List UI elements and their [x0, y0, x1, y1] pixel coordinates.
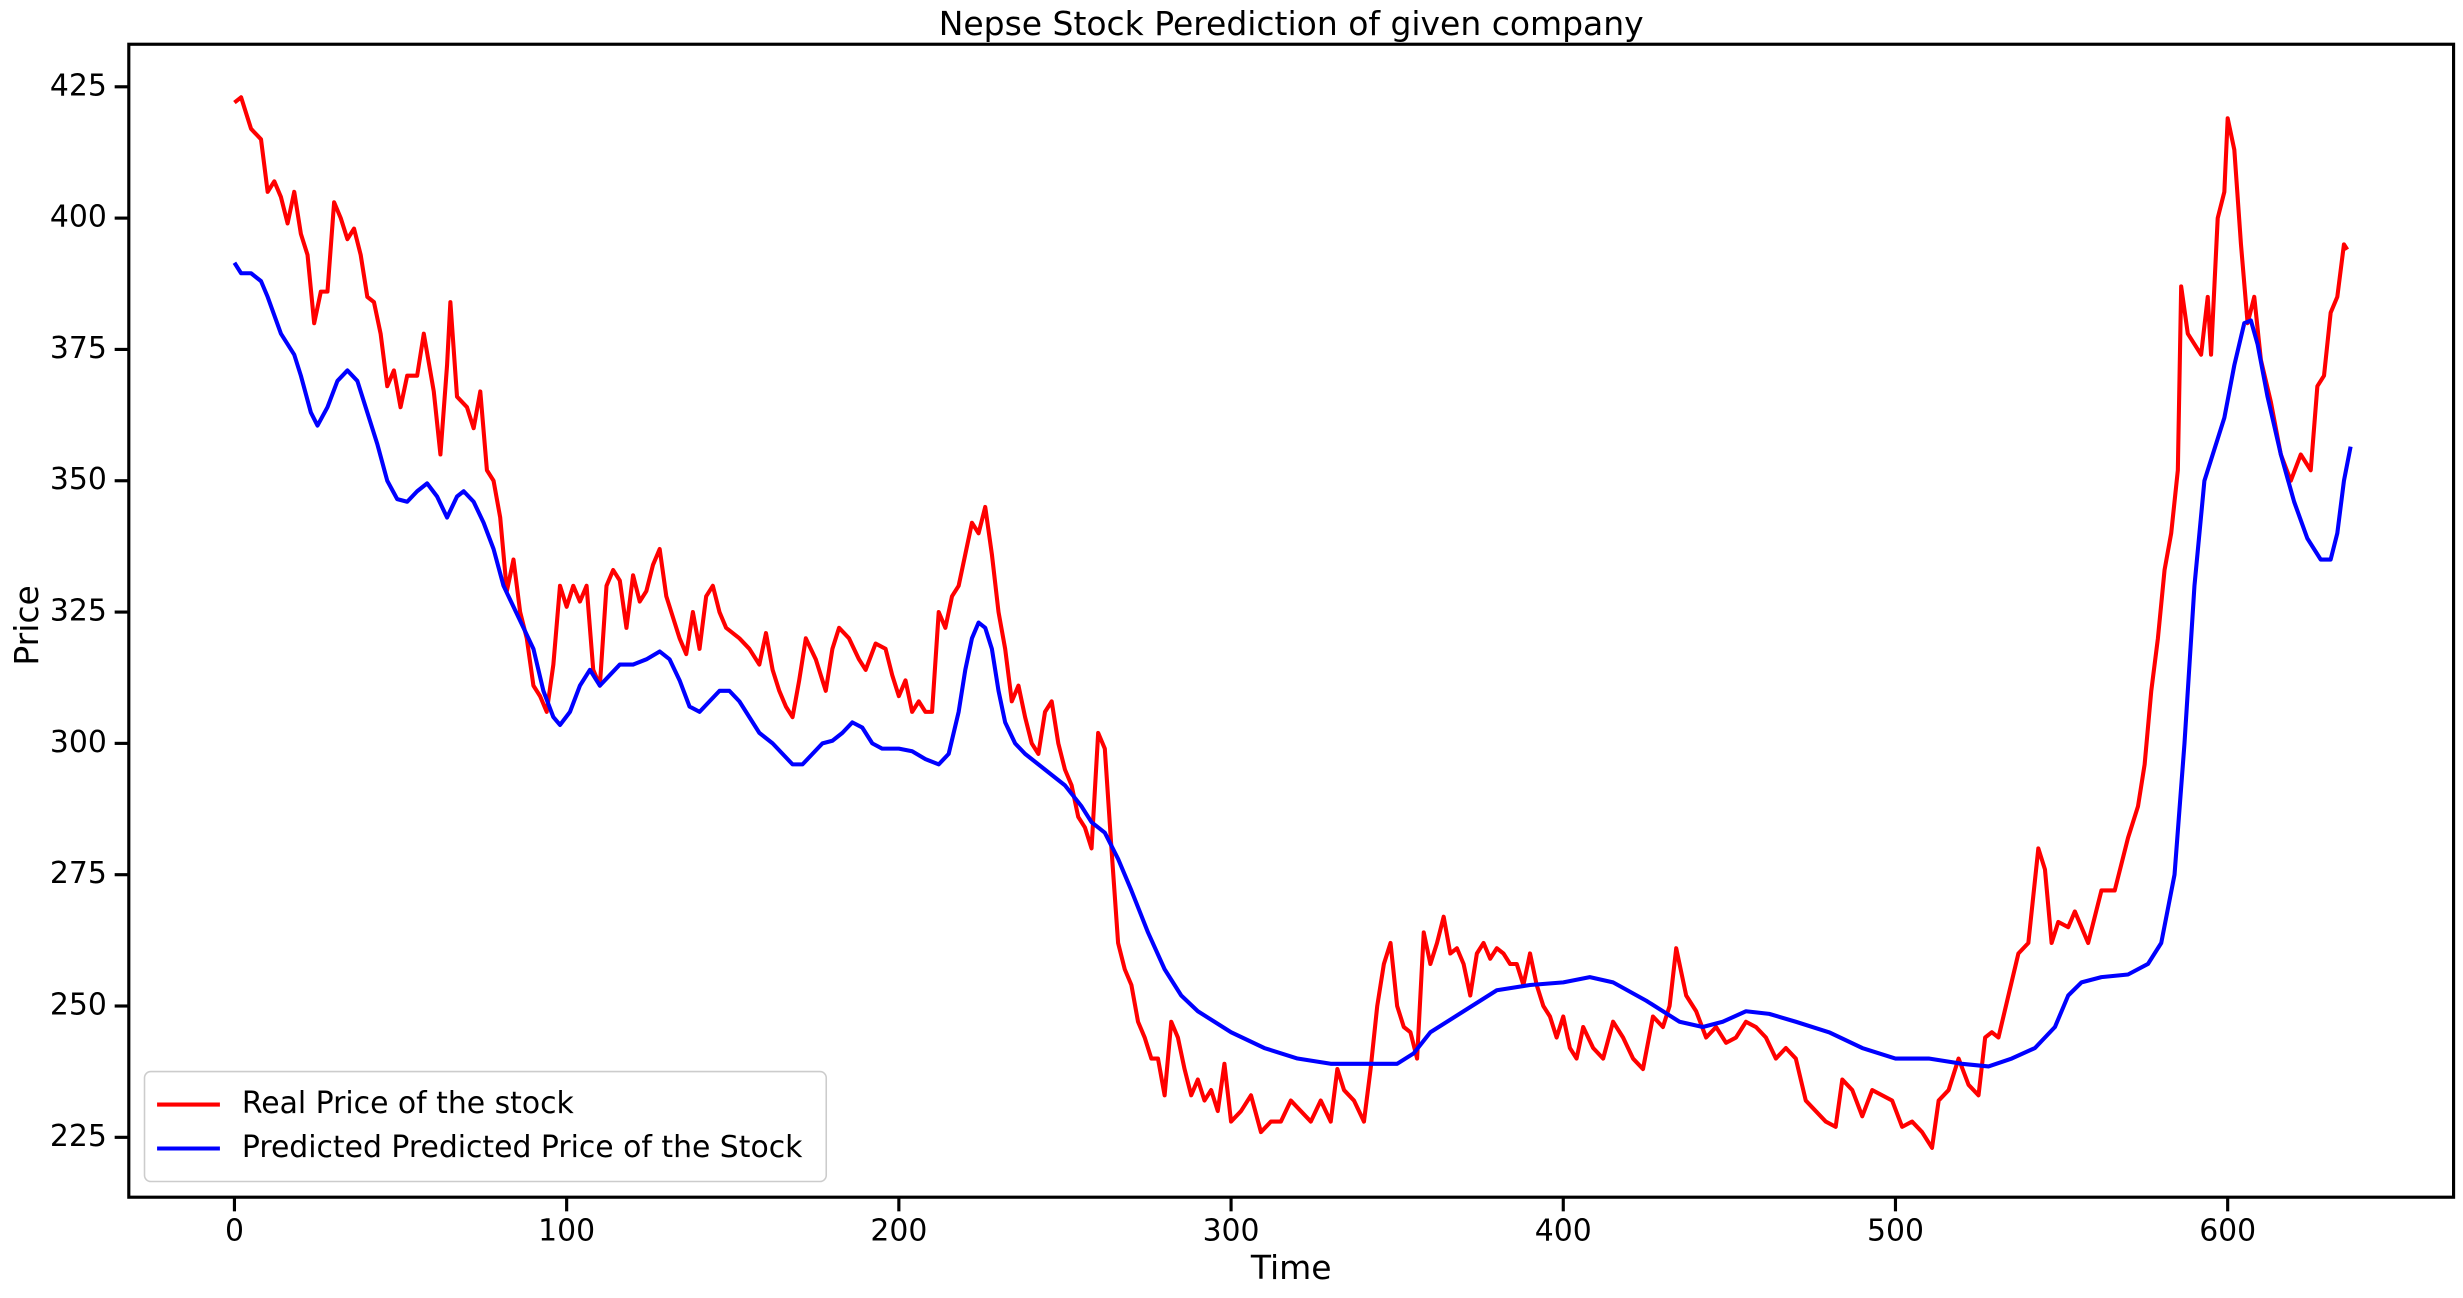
y-tick-label: 400 [50, 200, 107, 235]
x-tick-label: 0 [225, 1213, 244, 1248]
y-tick-label: 225 [50, 1119, 107, 1154]
y-tick-label: 350 [50, 462, 107, 497]
x-tick-label: 100 [538, 1213, 595, 1248]
y-tick-label: 425 [50, 68, 107, 103]
legend: Real Price of the stock Predicted Predict… [143, 1070, 828, 1183]
legend-label: Predicted Predicted Price of the Stock [242, 1130, 803, 1165]
y-tick-label: 275 [50, 856, 107, 891]
y-tick-label: 300 [50, 725, 107, 760]
y-tick-label: 325 [50, 594, 107, 629]
x-tick-label: 500 [1867, 1213, 1924, 1248]
x-tick-label: 300 [1203, 1213, 1260, 1248]
plot-frame [127, 42, 2456, 1199]
legend-label: Real Price of the stock [242, 1086, 575, 1121]
y-tick-label: 375 [50, 331, 107, 366]
x-tick-label: 400 [1535, 1213, 1592, 1248]
x-tick-label: 600 [2199, 1213, 2256, 1248]
series-line [232, 261, 2353, 1069]
chart-title: Nepse Stock Perediction of given company [939, 4, 1644, 43]
legend-box [143, 1070, 828, 1183]
y-axis-label: Price [7, 585, 46, 665]
y-tick-label: 250 [50, 988, 107, 1023]
x-tick-label: 200 [870, 1213, 927, 1248]
x-axis-label: Time [1250, 1248, 1332, 1287]
series-line [233, 95, 2349, 1150]
